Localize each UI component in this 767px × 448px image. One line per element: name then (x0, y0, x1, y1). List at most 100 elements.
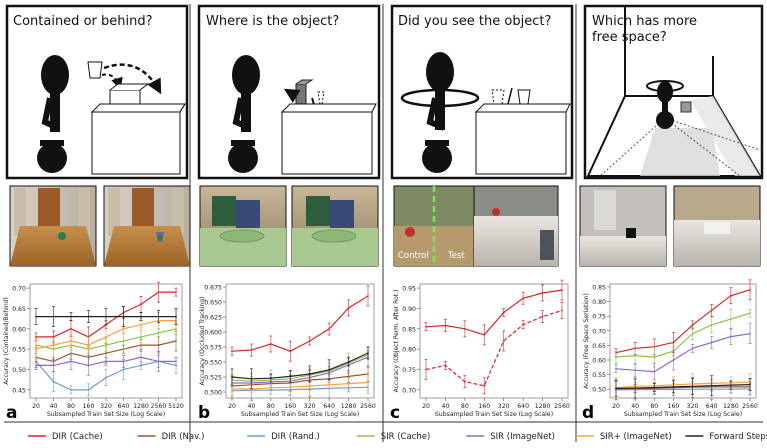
data-point (710, 324, 713, 326)
data-point (87, 344, 90, 346)
x-tick-label: 40 (50, 403, 58, 410)
legend-label: Forward Steps (709, 432, 767, 442)
x-tick-label: 2560 (554, 403, 570, 410)
data-point (347, 382, 350, 385)
data-point (347, 361, 350, 363)
x-tick-label: 20 (228, 403, 236, 410)
data-point (561, 289, 563, 292)
data-point (70, 388, 72, 391)
data-point (615, 387, 617, 390)
x-tick-label: 1280 (133, 403, 149, 410)
panel-letter-c: c (390, 403, 400, 423)
x-tick-label: 2560 (151, 403, 167, 410)
x-axis-label: Subsampled Train Set Size (Log Scale) (47, 411, 165, 418)
y-tick-label: 0.90 (402, 306, 416, 313)
y-axis-label: Accuracy (Free Space Seriation) (583, 293, 590, 389)
x-axis-label: Subsampled Train Set Size (Log Scale) (624, 411, 742, 418)
y-tick-label: 0.80 (592, 299, 606, 306)
x-tick-label: 80 (650, 403, 658, 410)
data-point (52, 344, 55, 346)
panel-letter-b: b (198, 403, 210, 423)
data-point (653, 356, 656, 358)
question-a: Contained or behind? (13, 14, 153, 29)
y-tick-label: 0.95 (402, 286, 416, 293)
legend: DIR (Cache) DIR (Nav.) DIR (Rand.) SIR (Cac… (28, 432, 767, 442)
data-point (122, 360, 125, 363)
data-point (105, 352, 107, 355)
question-b: Where is the object? (206, 14, 339, 29)
data-point (140, 323, 142, 326)
illustration-b: Where is the object? (197, 4, 381, 180)
data-point (70, 327, 72, 330)
x-axis-label: Subsampled Train Set Size (Log Scale) (241, 411, 359, 418)
y-tick-label: 0.75 (402, 367, 416, 374)
y-axis-label: Accuracy (Contained/Behind) (3, 297, 10, 385)
photos-c: Control Test (393, 185, 559, 267)
x-tick-label: 320 (687, 403, 699, 410)
photo-label-control: Control (398, 251, 429, 261)
data-point (749, 332, 751, 335)
y-tick-label: 0.80 (402, 347, 416, 354)
series-line (232, 356, 369, 384)
data-point (483, 384, 486, 387)
legend-label: SIR (Cache) (381, 432, 431, 442)
series-line (425, 289, 563, 336)
data-point (122, 368, 125, 371)
data-point (52, 364, 55, 367)
series-line (615, 333, 751, 373)
y-tick-label: 0.50 (12, 367, 26, 374)
chart-b: 0.500 0.525 0.550 0.575 0.600 0.625 0.650 0.675… (199, 283, 376, 418)
x-tick-label: 160 (284, 403, 296, 410)
panel-letter-d: d (582, 403, 594, 423)
data-point (672, 341, 675, 344)
series-line (231, 373, 369, 387)
data-point (710, 309, 713, 312)
y-tick-label: 0.55 (12, 347, 26, 354)
data-point (691, 385, 694, 388)
data-point (463, 380, 466, 383)
chart-a: 0.45 0.50 0.55 0.60 0.65 0.70 20 40 80 160 320 640 1… (3, 281, 184, 418)
data-point (749, 383, 751, 386)
data-point (367, 295, 369, 297)
data-point (35, 315, 37, 318)
data-point (729, 384, 732, 387)
data-point (308, 340, 311, 342)
x-tick-label: 160 (83, 403, 95, 410)
data-point (52, 315, 55, 318)
question-c: Did you see the object? (398, 14, 551, 29)
x-tick-label: 40 (631, 403, 639, 410)
series-line (231, 354, 369, 382)
x-tick-label: 80 (461, 403, 469, 410)
data-point (367, 352, 369, 354)
x-tick-label: 640 (517, 403, 529, 410)
y-tick-label: 0.550 (204, 360, 222, 367)
data-point (615, 356, 617, 358)
plot-area (225, 283, 375, 399)
y-axis-label: Accuracy (Object Perm. After Rot.) (393, 290, 400, 393)
data-point (157, 360, 160, 363)
series-line (615, 312, 751, 358)
x-tick-label: 20 (32, 403, 40, 410)
data-point (105, 315, 107, 318)
y-tick-label: 0.70 (592, 328, 606, 335)
data-point (70, 340, 72, 342)
data-point (269, 343, 272, 345)
series-line (231, 352, 369, 380)
legend-label: DIR (Cache) (52, 432, 103, 442)
legend-label: DIR (Rand.) (271, 432, 320, 442)
y-tick-label: 0.675 (204, 285, 222, 292)
data-point (541, 315, 544, 318)
data-point (157, 291, 160, 294)
data-point (483, 333, 486, 336)
legend-label: DIR (Nav.) (162, 432, 205, 442)
illustration-d: Which has more free space? (583, 4, 764, 180)
y-axis-label: Accuracy (Occluded Tracking) (199, 297, 206, 386)
data-point (672, 385, 675, 388)
data-point (231, 388, 233, 390)
question-d-line1: Which has more (592, 14, 697, 29)
data-point (729, 335, 732, 338)
data-point (561, 309, 563, 312)
data-point (35, 364, 37, 367)
x-tick-label: 80 (267, 403, 275, 410)
